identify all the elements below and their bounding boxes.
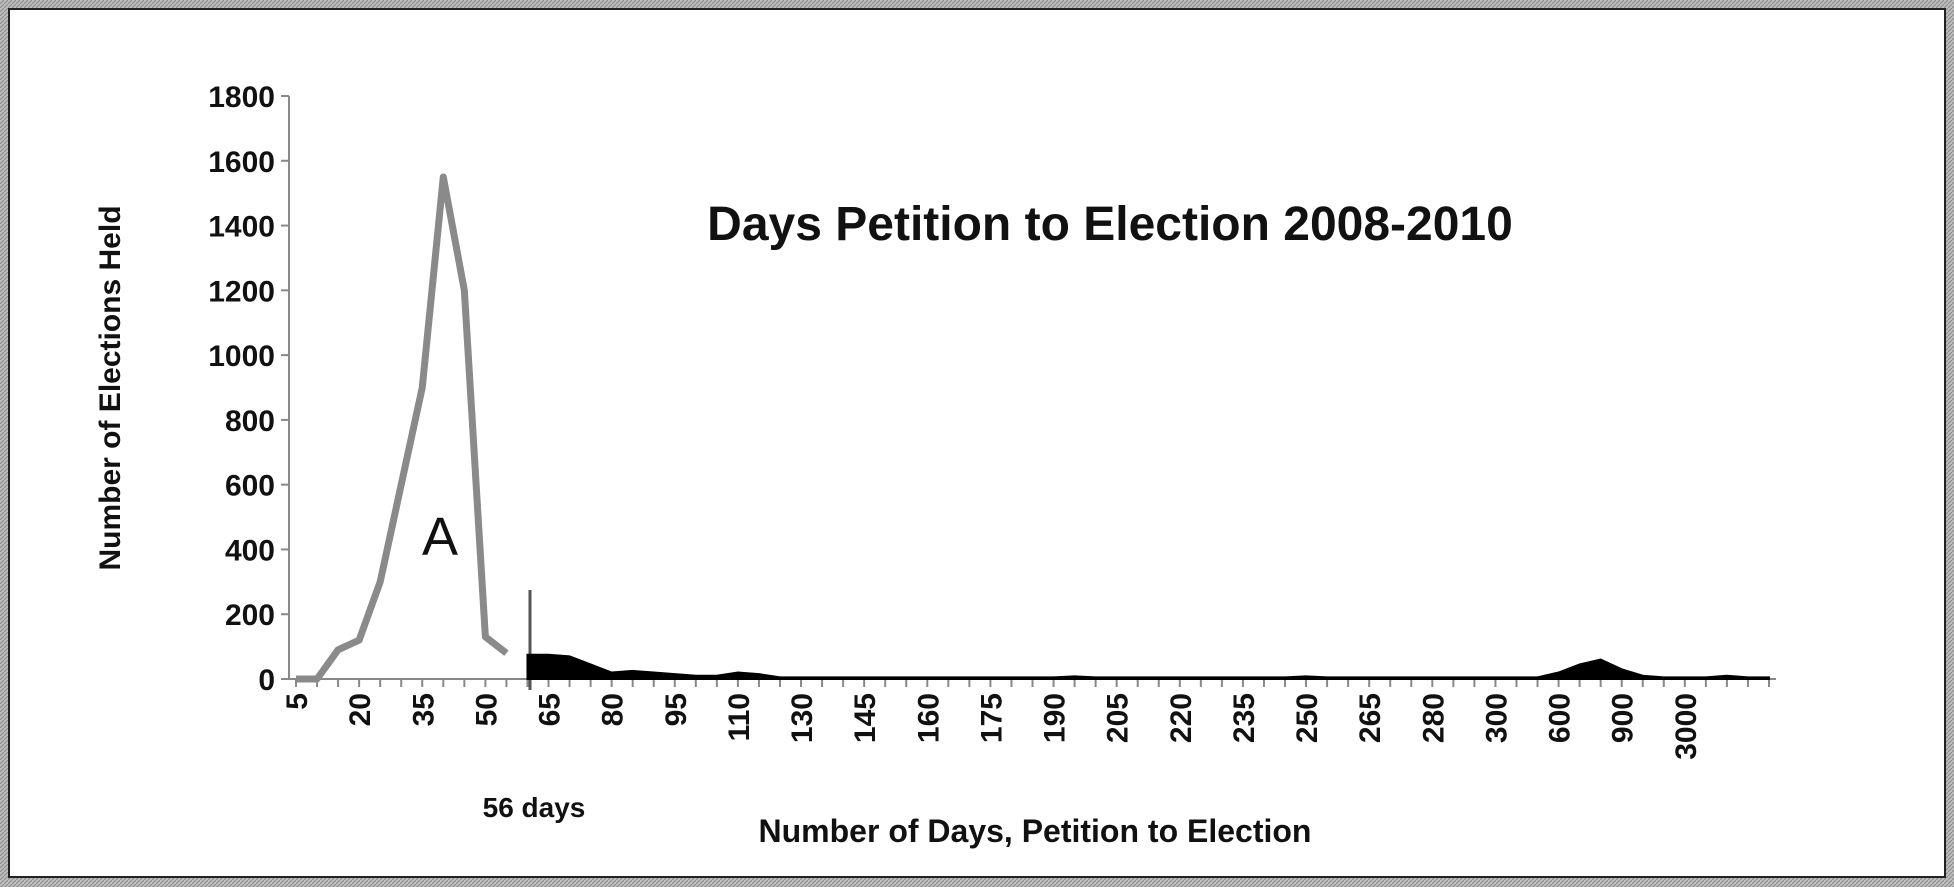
y-tick-label: 1800 [208, 81, 275, 114]
x-tick-label: 220 [1165, 693, 1198, 743]
x-tick-label: 20 [344, 693, 377, 726]
x-tick-label: 80 [597, 693, 630, 726]
x-tick-label: 205 [1102, 693, 1135, 743]
annotation: A [422, 507, 458, 567]
area [526, 653, 1770, 680]
x-tick-label: 50 [470, 693, 503, 726]
x-tick-label: 600 [1544, 693, 1577, 743]
annotation: 56 days [483, 792, 586, 823]
x-tick-label: 265 [1354, 693, 1387, 743]
x-tick-label: 35 [407, 693, 440, 726]
x-tick-label: 95 [660, 693, 693, 726]
x-tick-label: 190 [1039, 693, 1072, 743]
y-tick-label: 1200 [208, 275, 275, 308]
x-tick-label: 235 [1228, 693, 1261, 743]
x-tick-label: 5 [281, 693, 314, 710]
x-tick-label: 65 [534, 693, 567, 726]
y-tick-label: 1600 [208, 146, 275, 179]
y-tick-label: 800 [225, 405, 275, 438]
x-tick-label: 160 [912, 693, 945, 743]
x-tick-label: 175 [975, 693, 1008, 743]
x-tick-label: 3000 [1670, 693, 1703, 760]
line [296, 173, 509, 683]
y-tick-label: 1000 [208, 340, 275, 373]
y-tick-label: 0 [258, 664, 275, 697]
x-tick-label: 145 [849, 693, 882, 743]
x-tick-label: 130 [786, 693, 819, 743]
chart-title: Days Petition to Election 2008-2010 [707, 198, 1513, 251]
y-tick-label: 1400 [208, 211, 275, 244]
x-axis-label: Number of Days, Petition to Election [759, 813, 1312, 849]
x-tick-label: 300 [1480, 693, 1513, 743]
panel [8, 8, 1946, 878]
y-tick-label: 200 [225, 599, 275, 632]
x-tick-label: 280 [1417, 693, 1450, 743]
y-tick-label: 600 [225, 470, 275, 503]
x-tick-label: 110 [723, 693, 756, 741]
x-tick-label: 900 [1607, 693, 1640, 743]
y-axis-label: Number of Elections Held [94, 205, 127, 570]
x-tick-label: 250 [1291, 693, 1324, 743]
y-tick-label: 400 [225, 534, 275, 567]
